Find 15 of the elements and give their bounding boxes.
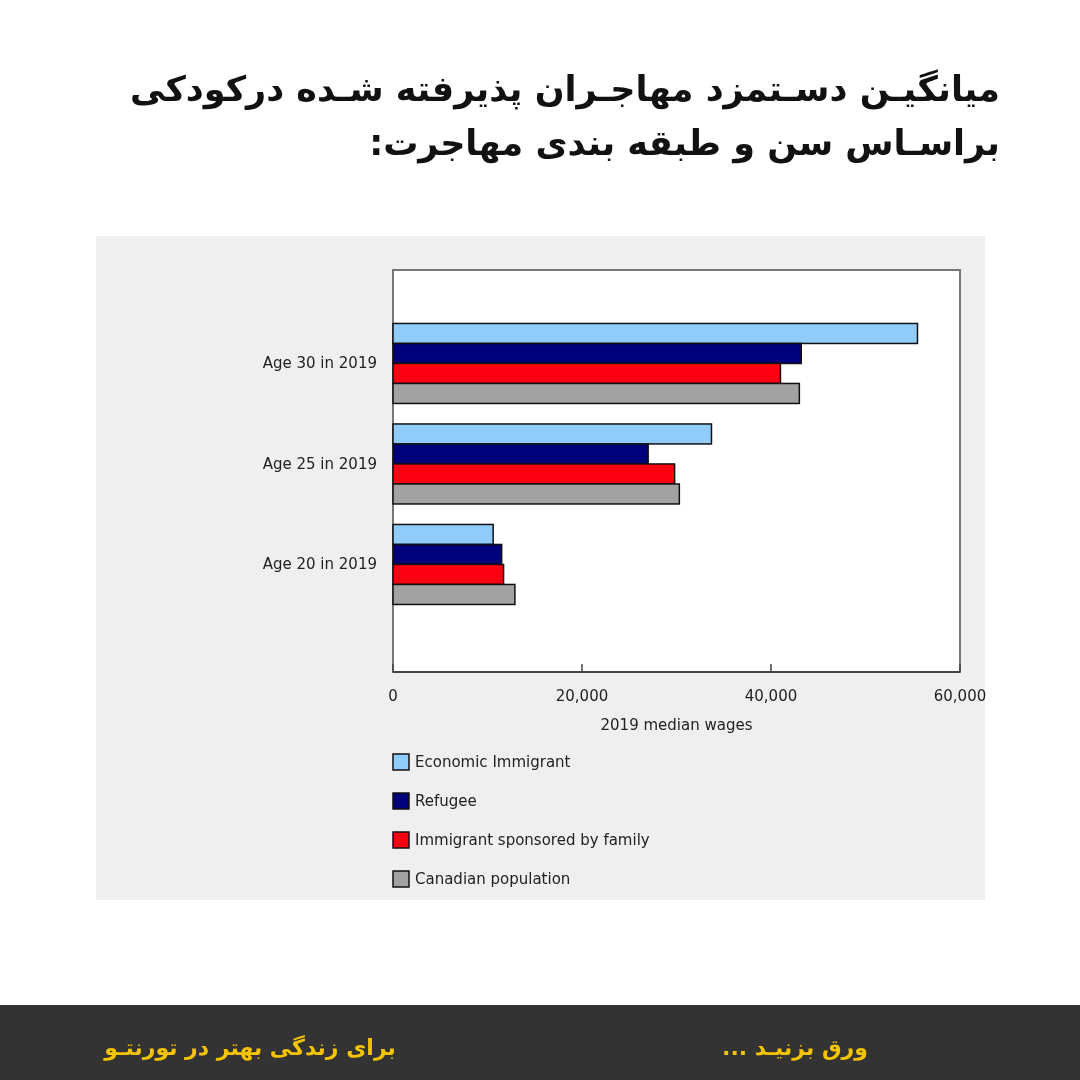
legend-label: Canadian population (415, 870, 571, 888)
chart-title: میانگیـن دسـتمزد مهاجـران پذیرفته شـده درکودکی براسـاس سن و طبقه بندی مهاجرت: (129, 68, 1000, 166)
text: ورق بزنیـد ... (722, 1035, 868, 1061)
legend-label: Refugee (415, 792, 477, 810)
y-tick-label: Age 30 in 2019 (262, 354, 377, 373)
x-tick-label: 40,000 (744, 687, 798, 705)
y-tick-label: Age 25 in 2019 (262, 454, 377, 473)
text: برای زندگی بهتر در تورنتـو (103, 1034, 396, 1061)
x-axis-title: 2019 median wages (600, 716, 753, 734)
x-tick-label: 60,000 (933, 687, 987, 705)
x-tick-label: 0 (388, 687, 398, 705)
x-tick-label: 20,000 (555, 687, 609, 705)
legend-label: Economic Immigrant (415, 753, 571, 771)
y-tick-label: Age 20 in 2019 (262, 555, 377, 574)
legend-label: Immigrant sponsored by family (415, 831, 650, 849)
